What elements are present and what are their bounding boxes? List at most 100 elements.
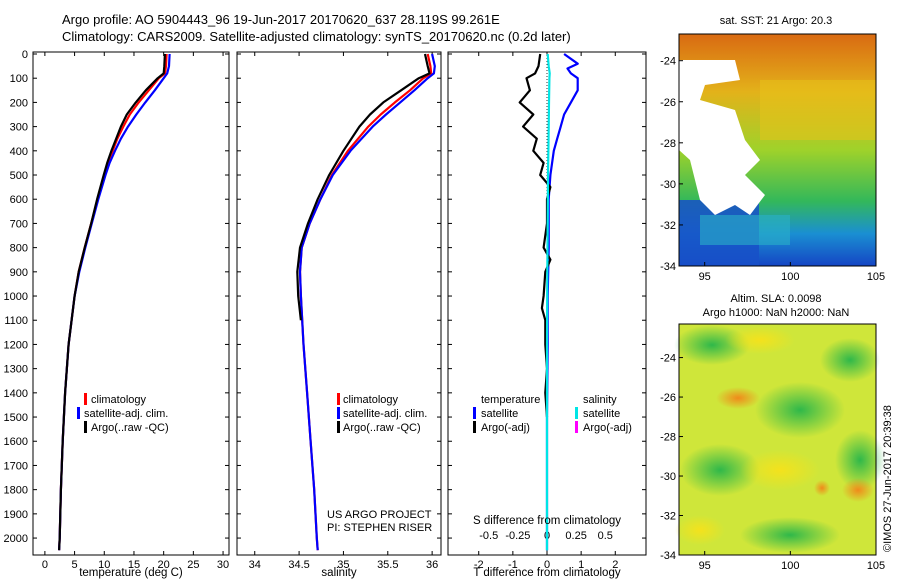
legend-label-argo: Argo(..raw -QC) xyxy=(91,422,169,434)
sla-map: Altim. SLA: 0.0098 Argo h1000: NaN h2000… xyxy=(660,293,885,572)
series-line-satellite-adj-clim- xyxy=(58,53,171,551)
legend-swatch-s-argo xyxy=(575,421,578,433)
x-tick-label: 25 xyxy=(187,559,199,571)
depth-tick-label: 1500 xyxy=(4,412,28,424)
legend-header-salinity: salinity xyxy=(583,394,617,406)
map-y-tick-label: -26 xyxy=(660,392,676,404)
x-tick-label: 34 xyxy=(249,559,261,571)
depth-tick-label: 1900 xyxy=(4,509,28,521)
depth-tick-label: 1600 xyxy=(4,436,28,448)
sst-map-title: sat. SST: 21 Argo: 20.3 xyxy=(720,15,833,27)
imos-watermark: ©IMOS 27-Jun-2017 20:39:38 xyxy=(882,405,894,552)
depth-tick-label: 1300 xyxy=(4,364,28,376)
series-line-argo-raw-qc- xyxy=(58,53,166,551)
x-tick-label: 34.5 xyxy=(288,559,309,571)
depth-tick-label: 900 xyxy=(10,267,28,279)
x-tick-label: 5 xyxy=(72,559,78,571)
depth-tick-label: 1800 xyxy=(4,485,28,497)
map-y-tick-label: -30 xyxy=(660,471,676,483)
map-y-tick-label: -26 xyxy=(660,97,676,109)
map-y-tick-label: -24 xyxy=(660,56,676,68)
map-y-tick-label: -34 xyxy=(660,261,676,273)
legend-swatch-argo xyxy=(337,421,340,433)
depth-tick-label: 1000 xyxy=(4,291,28,303)
difference-xlabel: T difference from climatology xyxy=(473,567,620,579)
depth-tick-label: 1400 xyxy=(4,388,28,400)
difference-legend: temperature salinity satellite Argo(-adj… xyxy=(473,394,632,434)
salinity-legend: climatology satellite-adj. clim. Argo(..… xyxy=(337,393,427,434)
legend-swatch-argo xyxy=(84,421,87,433)
legend-label-s-satellite: satellite xyxy=(583,408,620,420)
sst-cyan-patch xyxy=(700,215,790,245)
depth-tick-label: 700 xyxy=(10,218,28,230)
x2-tick-label: 0.25 xyxy=(565,530,586,542)
map-y-tick-label: -28 xyxy=(660,138,676,150)
depth-tick-label: 2000 xyxy=(4,533,28,545)
legend-swatch-climatology xyxy=(84,393,87,405)
legend-label-climatology: climatology xyxy=(343,394,399,406)
sla-green-blob xyxy=(680,444,760,496)
x-tick-label: 35 xyxy=(337,559,349,571)
legend-label-climatology: climatology xyxy=(91,394,147,406)
legend-swatch-s-satellite xyxy=(575,407,578,419)
depth-tick-label: 0 xyxy=(22,49,28,61)
x-tick-label: 0 xyxy=(544,559,550,571)
x-tick-label: 15 xyxy=(128,559,140,571)
series-line-climatology xyxy=(298,53,433,551)
legend-swatch-satellite xyxy=(337,407,340,419)
series-line-argo-raw-qc- xyxy=(296,53,431,321)
x-tick-label: 36 xyxy=(426,559,438,571)
sla-green-blob xyxy=(755,382,845,438)
depth-tick-label: 100 xyxy=(10,73,28,85)
difference-panel: -2 -1 0 1 2-0.5 -0.25 0 0.25 0.5 T difference fr… xyxy=(447,51,647,579)
map-y-tick-label: -32 xyxy=(660,220,676,232)
x-tick-label: 30 xyxy=(217,559,229,571)
legend-label-s-argo: Argo(-adj) xyxy=(583,422,632,434)
legend-swatch-t-argo xyxy=(473,421,476,433)
x-tick-label: -1 xyxy=(508,559,518,571)
series-line-salinity-satellite xyxy=(545,53,551,551)
sla-green-blob xyxy=(835,430,885,490)
legend-label-satellite: satellite-adj. clim. xyxy=(343,408,427,420)
pi-label: PI: STEPHEN RISER xyxy=(327,522,432,534)
legend-swatch-t-satellite xyxy=(473,407,476,419)
salinity-xlabel: salinity xyxy=(321,567,356,579)
map-y-tick-label: -24 xyxy=(660,353,676,365)
temperature-panel: 0 5 10 15 20 25 30 temperature (deg C) xyxy=(32,51,230,579)
header-line-1: Argo profile: AO 5904443_96 19-Jun-2017 … xyxy=(62,12,500,27)
difference-xlabel-2: S difference from climatology xyxy=(473,515,621,527)
sst-cloud-patch xyxy=(702,72,722,82)
map-y-tick-label: -30 xyxy=(660,179,676,191)
sla-green-blob xyxy=(820,338,880,382)
temperature-legend: climatology satellite-adj. clim. Argo(..… xyxy=(77,393,169,434)
legend-swatch-satellite xyxy=(77,407,80,419)
temperature-xlabel: temperature (deg C) xyxy=(79,567,183,579)
map-y-tick-label: -32 xyxy=(660,511,676,523)
x-tick-label: 1 xyxy=(578,559,584,571)
map-x-tick-label: 95 xyxy=(699,271,711,283)
sst-cloud-mask xyxy=(679,60,765,215)
map-x-tick-label: 105 xyxy=(867,271,885,283)
depth-tick-label: 600 xyxy=(10,194,28,206)
x-tick-label: 35.5 xyxy=(377,559,398,571)
sla-yellow-blob xyxy=(725,326,795,354)
sla-yellow-blob xyxy=(675,515,725,545)
legend-label-t-argo: Argo(-adj) xyxy=(481,422,530,434)
legend-header-temperature: temperature xyxy=(481,394,540,406)
sla-green-blob xyxy=(740,517,840,553)
map-x-tick-label: 95 xyxy=(699,560,711,572)
depth-tick-label: 300 xyxy=(10,122,28,134)
sla-yellow-blob xyxy=(740,450,820,490)
sla-orange-blob xyxy=(842,478,874,502)
series-line-satellite-adj-clim- xyxy=(298,53,436,551)
x2-tick-label: 0.5 xyxy=(598,530,613,542)
x-tick-label: 20 xyxy=(158,559,170,571)
sst-map: sat. SST: 21 Argo: 20.3 95 100 105 -24 -26 -2… xyxy=(660,15,885,283)
depth-tick-label: 1200 xyxy=(4,339,28,351)
salinity-panel: 34 34.5 35 35.5 36 salinity US ARGO PROJECT … xyxy=(236,51,442,579)
legend-label-satellite: satellite-adj. clim. xyxy=(84,408,168,420)
series-line-climatology xyxy=(58,53,168,551)
x2-tick-label: -0.5 xyxy=(479,530,498,542)
map-x-tick-label: 100 xyxy=(781,271,799,283)
